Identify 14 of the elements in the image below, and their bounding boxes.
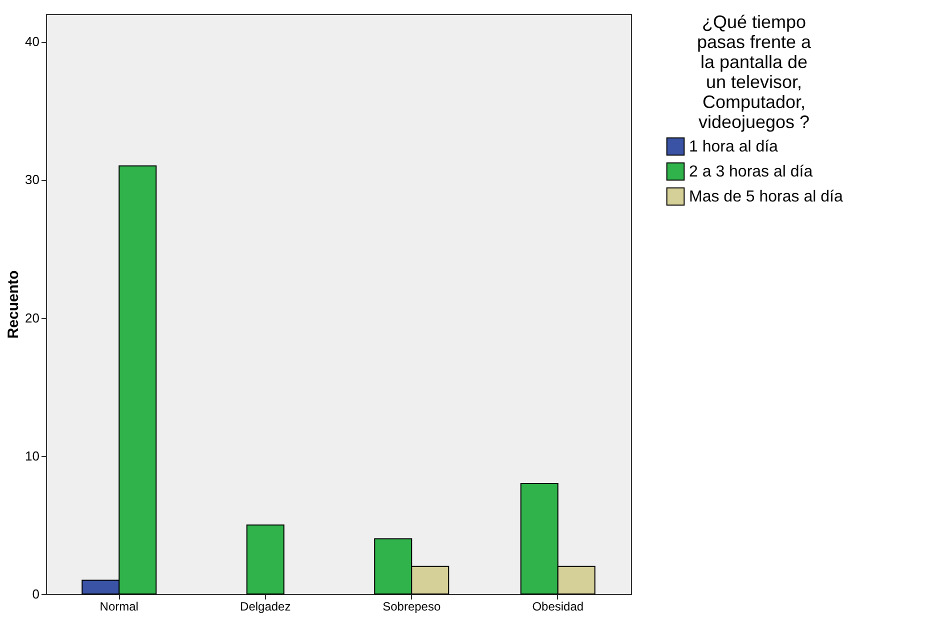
x-tick-label: Sobrepeso (382, 600, 441, 614)
legend-label: 2 a 3 horas al día (689, 164, 813, 180)
legend-label: 1 hora al día (689, 138, 778, 156)
y-tick-label: 30 (25, 172, 40, 188)
x-tick-label: Normal (100, 600, 138, 614)
y-tick-label: 10 (25, 448, 40, 464)
legend-label: Mas de 5 horas al día (689, 188, 843, 206)
y-tick-label: 20 (25, 310, 40, 326)
legend-title: ¿Qué tiempo pasas frente a la pantalla de un televisor, Computador, videojuegos ? (696, 12, 812, 132)
y-axis-title: Recuento (5, 270, 22, 339)
x-tick-label: Delgadez (240, 600, 291, 614)
x-tick-label: Obesidad (532, 600, 584, 614)
y-tick-label: 0 (32, 586, 40, 602)
y-tick-label: 40 (25, 34, 40, 50)
